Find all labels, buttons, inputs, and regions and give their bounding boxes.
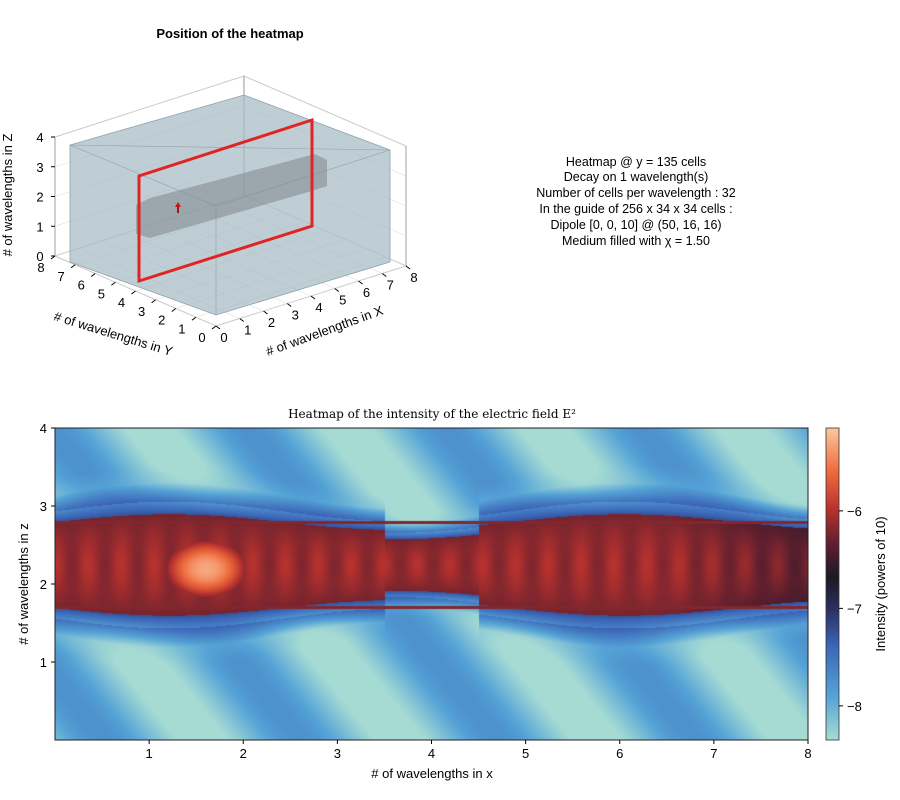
heatmap-ticks: 1 2 3 4 5 6 7 8 1 2 3 4 (40, 421, 812, 761)
heatmap-y-tick: 2 (40, 577, 47, 592)
y-tick-3d: 8 (37, 260, 44, 275)
heatmap-x-tick: 2 (240, 746, 247, 761)
heatmap-x-tick: 1 (146, 746, 153, 761)
position-3d-panel: Position of the heatmap 0 1 2 3 4 5 6 7 80123456… (0, 26, 418, 359)
heatmap-x-label: # of wavelengths in x (371, 766, 493, 781)
heatmap-plane-outline (137, 117, 314, 284)
heatmap-x-tick: 8 (804, 746, 811, 761)
y-tick-3d: 6 (78, 278, 85, 293)
x-tick-3d: 1 (244, 323, 251, 338)
y-axis-label-3d: # of wavelengths in Y (52, 308, 175, 359)
y-tick-3d: 7 (58, 269, 65, 284)
info-line-6: Medium filled with χ = 1.50 (562, 234, 710, 248)
x-tick-3d: 7 (387, 278, 394, 293)
y-tick-3d: 2 (158, 313, 165, 328)
x-tick-3d: 6 (363, 285, 370, 300)
info-line-5: Dipole [0, 0, 10] @ (50, 16, 16) (550, 218, 721, 232)
colorbar-tick: −7 (847, 601, 862, 616)
z-tick-3d: 2 (36, 190, 43, 205)
heatmap-x-tick: 3 (334, 746, 341, 761)
y-tick-3d: 5 (98, 286, 105, 301)
y-tick-3d: 1 (178, 321, 185, 336)
z-axis-label-3d: # of wavelengths in Z (0, 134, 15, 257)
heatmap-image (55, 428, 808, 740)
colorbar-tick: −8 (847, 699, 862, 714)
z-tick-3d: 1 (36, 219, 43, 234)
guide-box-3d (136, 154, 327, 238)
x-tick-3d: 3 (292, 308, 299, 323)
heatmap-y-tick: 4 (40, 421, 47, 436)
info-line-4: In the guide of 256 x 34 x 34 cells : (539, 202, 732, 216)
info-line-1: Heatmap @ y = 135 cells (566, 155, 706, 169)
x-axis-label-3d: # of wavelengths in X (264, 302, 386, 358)
heatmap-panel: Heatmap of the intensity of the electric… (16, 407, 888, 781)
dipole-marker (175, 202, 181, 213)
heatmap-title: Heatmap of the intensity of the electric… (288, 407, 576, 421)
heatmap-x-tick: 6 (616, 746, 623, 761)
colorbar-tick: −6 (847, 504, 862, 519)
y-tick-3d: 4 (118, 295, 125, 310)
x-tick-3d: 5 (339, 293, 346, 308)
x-tick-3d: 4 (315, 300, 322, 315)
y-tick-3d: 0 (198, 330, 205, 345)
info-block: Heatmap @ y = 135 cells Decay on 1 wavel… (536, 155, 735, 248)
y-tick-3d: 3 (138, 304, 145, 319)
colorbar (825, 427, 840, 741)
heatmap-y-tick: 1 (40, 655, 47, 670)
info-line-2: Decay on 1 wavelength(s) (564, 170, 709, 184)
z-tick-3d: 0 (36, 249, 43, 264)
z-tick-3d: 4 (36, 130, 43, 145)
z-tick-3d: 3 (36, 160, 43, 175)
heatmap-y-tick: 3 (40, 499, 47, 514)
colorbar-label: Intensity (powers of 10) (873, 516, 888, 651)
x-tick-3d: 2 (268, 315, 275, 330)
colorbar-ticks: −6 −7 −8 (839, 504, 862, 714)
heatmap-x-tick: 4 (428, 746, 435, 761)
heatmap-x-tick: 5 (522, 746, 529, 761)
x-tick-3d: 8 (410, 270, 417, 285)
info-line-3: Number of cells per wavelength : 32 (536, 186, 735, 200)
x-tick-3d: 0 (220, 330, 227, 345)
heatmap-x-tick: 7 (710, 746, 717, 761)
position-plot-title: Position of the heatmap (156, 26, 303, 41)
heatmap-y-label: # of wavelengths in z (16, 523, 31, 644)
